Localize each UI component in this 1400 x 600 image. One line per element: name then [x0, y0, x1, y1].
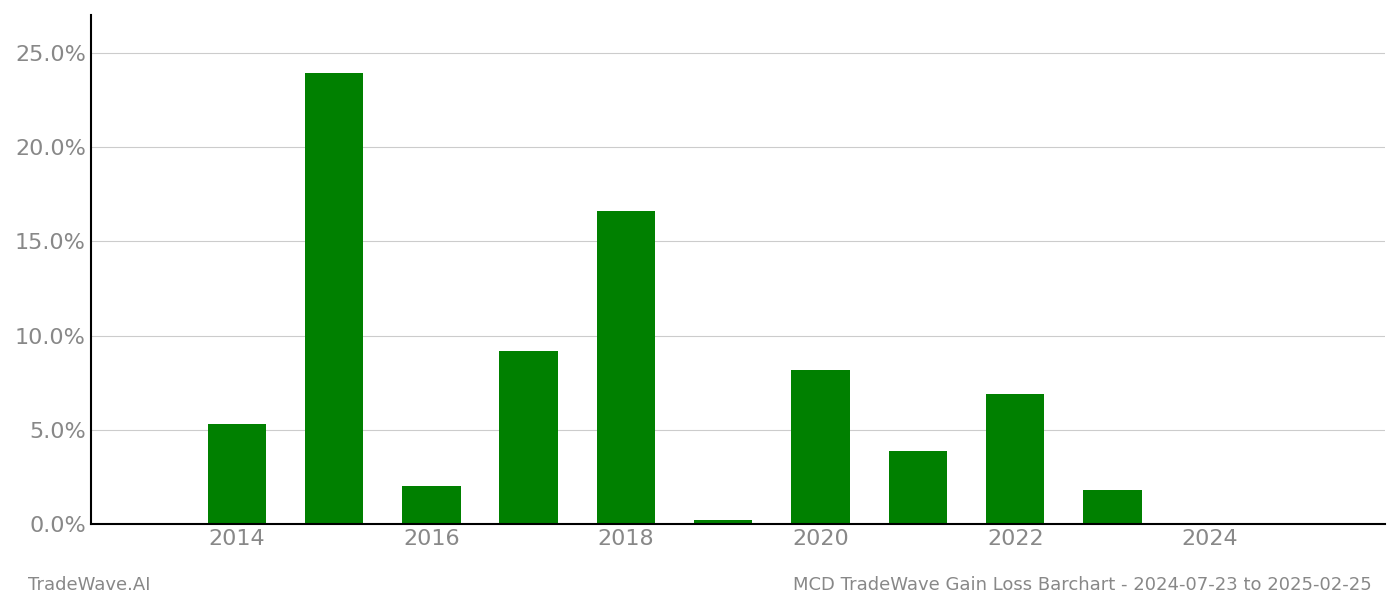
Bar: [986, 394, 1044, 524]
Bar: [305, 73, 363, 524]
Bar: [694, 520, 752, 524]
Bar: [1084, 490, 1142, 524]
Text: TradeWave.AI: TradeWave.AI: [28, 576, 151, 594]
Text: MCD TradeWave Gain Loss Barchart - 2024-07-23 to 2025-02-25: MCD TradeWave Gain Loss Barchart - 2024-…: [794, 576, 1372, 594]
Bar: [500, 350, 557, 524]
Bar: [596, 211, 655, 524]
Bar: [207, 424, 266, 524]
Bar: [402, 487, 461, 524]
Bar: [791, 370, 850, 524]
Bar: [889, 451, 946, 524]
